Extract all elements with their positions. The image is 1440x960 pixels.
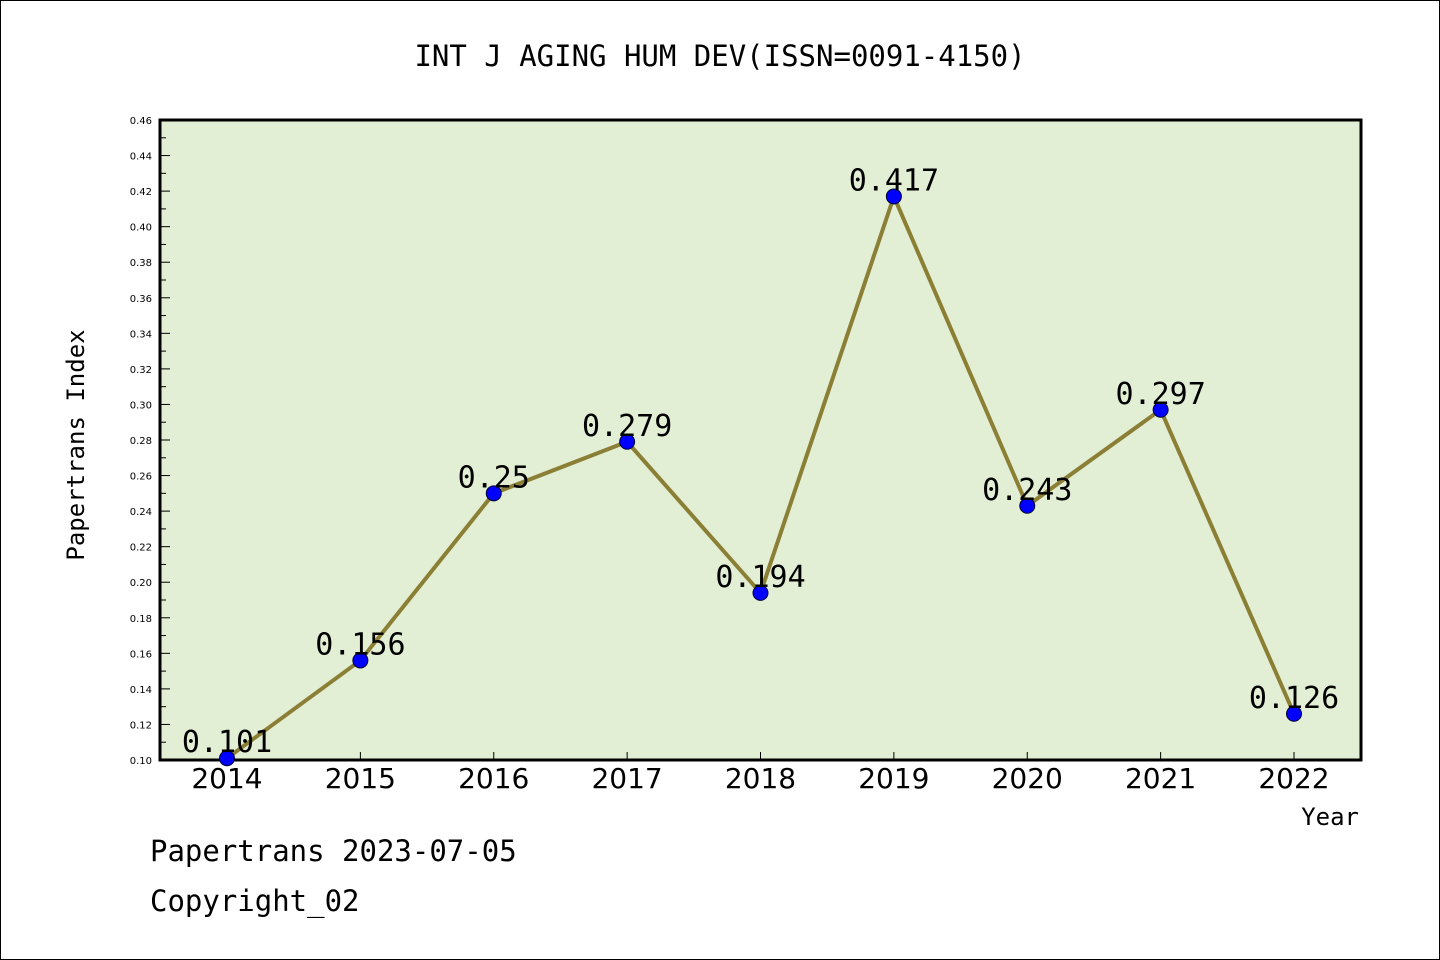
- footer-source: Papertrans 2023-07-05: [150, 834, 517, 868]
- y-tick-label: 0.18: [130, 614, 152, 625]
- data-label: 0.156: [315, 627, 405, 662]
- y-tick-label: 0.30: [130, 400, 152, 411]
- x-tick-label: 2015: [325, 762, 396, 795]
- y-tick-label: 0.20: [130, 578, 152, 589]
- data-point-marker: [352, 652, 369, 669]
- y-tick-label: 0.32: [130, 365, 152, 376]
- y-tick-label: 0.22: [130, 543, 152, 554]
- data-point-marker: [485, 485, 502, 502]
- y-tick-label: 0.38: [130, 258, 152, 269]
- series-line-group: [219, 188, 1302, 767]
- x-tick-label: 2014: [191, 762, 262, 795]
- x-tick-label: 2016: [458, 762, 529, 795]
- x-tick-label: 2021: [1125, 762, 1196, 795]
- y-axis-label: Papertrans Index: [62, 329, 90, 560]
- y-tick-label: 0.28: [130, 436, 152, 447]
- footer-copyright: Copyright_02: [150, 884, 360, 918]
- x-tick-label: 2018: [725, 762, 796, 795]
- data-label: 0.297: [1115, 377, 1205, 412]
- y-tick-label: 0.36: [130, 294, 152, 305]
- y-tick-label: 0.10: [130, 756, 152, 767]
- y-tick-label: 0.44: [130, 152, 152, 163]
- data-point-marker: [619, 433, 636, 450]
- x-tick-label: 2019: [858, 762, 929, 795]
- x-axis: 2014 2015 2016 2017 2018 2019 2020 2021 2022: [191, 752, 1330, 795]
- data-label: 0.126: [1249, 681, 1339, 716]
- y-tick-label: 0.34: [130, 329, 152, 340]
- y-tick-label: 0.46: [130, 116, 152, 127]
- data-point-marker: [219, 750, 235, 767]
- y-tick-label: 0.16: [130, 649, 152, 660]
- data-label: 0.101: [182, 725, 272, 760]
- data-point-marker: [1019, 497, 1036, 514]
- data-label: 0.194: [715, 560, 805, 595]
- data-point-marker: [752, 584, 769, 601]
- plot-area: [158, 118, 1363, 762]
- y-tick-label: 0.42: [130, 187, 152, 198]
- y-tick-label: 0.14: [130, 685, 152, 696]
- data-label: 0.243: [982, 473, 1072, 508]
- data-label: 0.25: [458, 460, 530, 495]
- data-point-marker: [1286, 705, 1302, 722]
- x-tick-label: 2017: [591, 762, 662, 795]
- data-labels: 0.101 0.156 0.25 0.279 0.194 0.417 0.243 0.297 0…: [182, 163, 1339, 760]
- x-tick-label: 2022: [1258, 762, 1329, 795]
- y-tick-label: 0.40: [130, 223, 152, 234]
- y-tick-label: 0.24: [130, 507, 152, 518]
- data-label: 0.417: [849, 163, 939, 198]
- x-tick-label: 2020: [992, 762, 1063, 795]
- data-point-marker: [1152, 401, 1169, 418]
- data-label: 0.279: [582, 409, 672, 444]
- y-axis: 0.10 0.12 0.14 0.16 0.18 0.20 0.22 0.24 0.26 0.28…: [130, 116, 170, 767]
- y-tick-label: 0.26: [130, 472, 152, 483]
- data-point-marker: [885, 188, 902, 205]
- y-tick-label: 0.12: [130, 720, 152, 731]
- chart-title: INT J AGING HUM DEV(ISSN=0091-4150): [414, 39, 1025, 73]
- x-axis-label: Year: [1301, 803, 1359, 831]
